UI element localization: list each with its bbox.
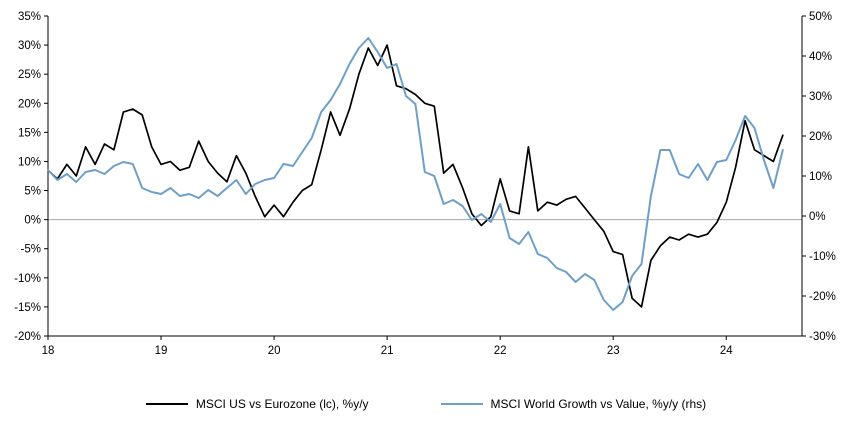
x-axis-tick-label: 20: [268, 345, 281, 357]
left-axis-tick-label: -10%: [14, 273, 41, 285]
legend-label: MSCI World Growth vs Value, %y/y (rhs): [490, 397, 707, 411]
legend: MSCI US vs Eurozone (lc), %y/y MSCI Worl…: [0, 397, 852, 411]
right-axis-tick-label: -10%: [809, 251, 836, 263]
right-axis-tick-label: -30%: [809, 331, 836, 343]
left-axis-tick-label: 5%: [24, 186, 41, 198]
left-axis-tick-label: 10%: [18, 156, 41, 168]
left-axis-tick-label: -15%: [14, 302, 41, 314]
legend-label: MSCI US vs Eurozone (lc), %y/y: [195, 397, 369, 411]
left-axis-tick-label: 20%: [18, 98, 41, 110]
right-axis-tick-label: 50%: [809, 11, 832, 23]
dual-axis-line-chart: 35% 30% 25% 20% 15% 10% 5% 0% -5% -10% -15% -20% 50%…: [14, 11, 836, 357]
x-axis-tick-label: 22: [494, 345, 507, 357]
legend-item-msci-us-vs-eurozone: MSCI US vs Eurozone (lc), %y/y: [145, 397, 369, 411]
left-axis-tick-label: 35%: [18, 11, 41, 23]
x-axis-tick-label: 23: [607, 345, 620, 357]
x-axis-tick-label: 19: [155, 345, 168, 357]
left-axis-tick-label: 25%: [18, 69, 41, 81]
legend-line-swatch-blue: [440, 403, 483, 405]
right-axis-tick-label: 30%: [809, 91, 832, 103]
left-axis-tick-label: 30%: [18, 40, 41, 52]
right-axis-tick-label: 20%: [809, 131, 832, 143]
right-axis-tick-label: 0%: [809, 211, 826, 223]
legend-item-msci-world-growth-vs-value: MSCI World Growth vs Value, %y/y (rhs): [440, 397, 707, 411]
left-axis-tick-label: 0%: [24, 215, 41, 227]
series-line-msci-world-growth-vs-value-y-y-rhs: [47, 37, 784, 311]
x-axis-tick-label: 24: [720, 345, 733, 357]
legend-line-swatch-black: [145, 403, 188, 405]
left-axis-tick-label: -5%: [21, 244, 41, 256]
x-axis-tick-label: 18: [42, 345, 55, 357]
right-axis-tick-label: 10%: [809, 171, 832, 183]
left-axis-tick-label: -20%: [14, 331, 41, 343]
x-axis-tick-label: 21: [381, 345, 394, 357]
series-line-msci-us-vs-eurozone-lc-y-y: [47, 44, 784, 308]
right-axis-tick-label: -20%: [809, 291, 836, 303]
left-axis-tick-label: 15%: [18, 127, 41, 139]
right-axis-tick-label: 40%: [809, 51, 832, 63]
